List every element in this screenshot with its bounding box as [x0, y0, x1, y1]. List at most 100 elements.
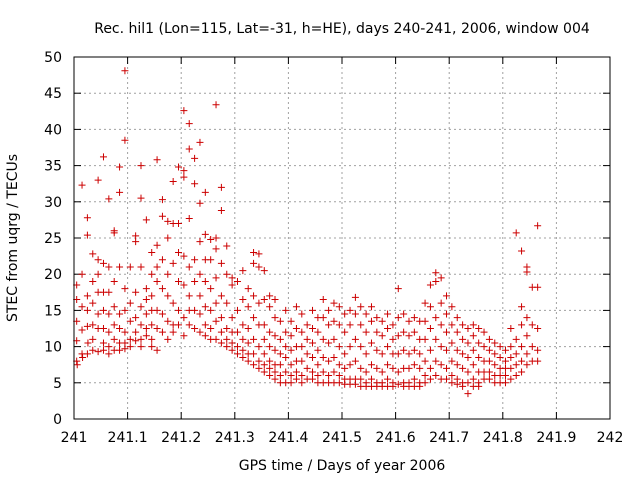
data-point	[282, 368, 290, 376]
data-point	[175, 277, 183, 285]
data-point	[132, 288, 140, 296]
data-point	[330, 299, 338, 307]
data-point	[201, 277, 209, 285]
data-point	[266, 357, 274, 365]
data-point	[132, 337, 140, 345]
data-point	[175, 163, 183, 171]
data-point	[196, 310, 204, 318]
data-point	[148, 321, 156, 329]
data-point	[276, 317, 284, 325]
data-point	[469, 375, 477, 383]
data-point	[169, 299, 177, 307]
data-point	[485, 357, 493, 365]
data-point	[239, 296, 247, 304]
data-point	[132, 238, 140, 246]
data-point	[180, 107, 188, 115]
data-point	[201, 332, 209, 340]
data-point	[453, 380, 461, 388]
data-point	[378, 317, 386, 325]
data-point	[207, 306, 215, 314]
data-point	[292, 368, 300, 376]
data-point	[153, 306, 161, 314]
data-point	[196, 270, 204, 278]
data-point	[319, 368, 327, 376]
data-point	[132, 314, 140, 322]
data-point	[405, 332, 413, 340]
data-point	[228, 346, 236, 354]
data-point	[394, 368, 402, 376]
data-point	[153, 277, 161, 285]
data-point	[453, 361, 461, 369]
data-point	[180, 281, 188, 289]
data-point	[298, 379, 306, 387]
data-point	[528, 321, 536, 329]
data-point	[201, 188, 209, 196]
data-point	[271, 314, 279, 322]
data-point	[191, 277, 199, 285]
data-point	[158, 196, 166, 204]
data-point	[239, 346, 247, 354]
data-point	[518, 368, 526, 376]
data-point	[443, 375, 451, 383]
data-point	[357, 364, 365, 372]
data-point	[357, 375, 365, 383]
data-point	[126, 299, 134, 307]
data-point	[223, 270, 231, 278]
data-point	[357, 321, 365, 329]
data-point	[362, 368, 370, 376]
x-tick-label: 241.3	[215, 430, 255, 446]
data-point	[443, 310, 451, 318]
data-point	[228, 314, 236, 322]
data-point	[298, 357, 306, 365]
data-point	[523, 314, 531, 322]
data-point	[362, 328, 370, 336]
data-point	[421, 372, 429, 380]
data-point	[469, 346, 477, 354]
data-point	[126, 335, 134, 343]
data-point	[207, 285, 215, 293]
data-point	[287, 361, 295, 369]
data-point	[330, 353, 338, 361]
y-axis-label: STEC from uqrg / TECUs	[5, 154, 21, 322]
data-point	[116, 346, 124, 354]
data-point	[244, 339, 252, 347]
data-point	[260, 350, 268, 358]
data-point	[255, 364, 263, 372]
data-point	[110, 303, 118, 311]
data-point	[169, 259, 177, 267]
data-point	[400, 310, 408, 318]
data-point	[78, 181, 86, 189]
data-point	[287, 346, 295, 354]
data-point	[496, 353, 504, 361]
data-point	[148, 292, 156, 300]
data-point	[448, 357, 456, 365]
data-point	[325, 372, 333, 380]
data-point	[432, 372, 440, 380]
data-point	[432, 335, 440, 343]
x-tick-label: 241.9	[536, 430, 576, 446]
data-point	[83, 231, 91, 239]
data-point	[116, 263, 124, 271]
data-point	[244, 285, 252, 293]
data-point	[244, 325, 252, 332]
data-point	[335, 379, 343, 387]
data-point	[357, 343, 365, 351]
data-point	[89, 346, 97, 354]
y-tick-label: 30	[44, 195, 62, 211]
data-point	[362, 350, 370, 358]
data-point	[217, 328, 225, 336]
data-point	[78, 270, 86, 278]
data-point	[335, 372, 343, 380]
data-point	[255, 299, 263, 307]
data-point	[153, 325, 161, 332]
data-point	[207, 256, 215, 264]
data-point	[169, 328, 177, 336]
data-point	[367, 375, 375, 383]
data-point	[335, 321, 343, 329]
data-point	[185, 120, 193, 128]
data-point	[153, 263, 161, 271]
data-point	[126, 317, 134, 325]
data-point	[346, 361, 354, 369]
data-point	[410, 328, 418, 336]
data-point	[298, 328, 306, 336]
